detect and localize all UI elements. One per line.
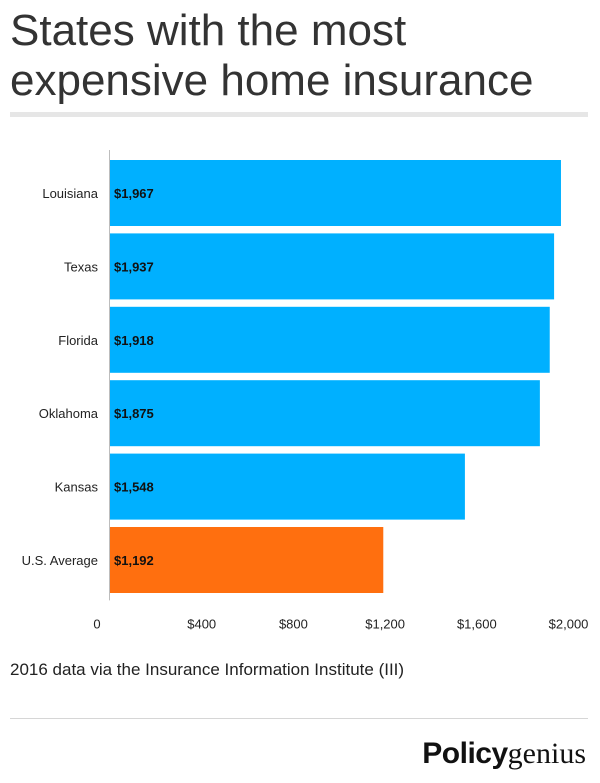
- bar-texas: [110, 233, 555, 300]
- category-label-louisiana: Louisiana: [42, 186, 98, 201]
- logo-part-policy: Policy: [422, 737, 508, 770]
- bar-oklahoma: [110, 380, 540, 447]
- bar-u-s-average: [110, 527, 384, 593]
- category-label-oklahoma: Oklahoma: [39, 406, 99, 421]
- bar-florida: [110, 306, 550, 373]
- value-label-texas: $1,937: [114, 259, 154, 274]
- value-label-oklahoma: $1,875: [114, 406, 154, 421]
- x-tick-label: $1,200: [365, 616, 405, 631]
- category-label-u-s-average: U.S. Average: [22, 553, 98, 568]
- x-tick-label: $2,000: [549, 616, 589, 631]
- chart-title: States with the most expensive home insu…: [10, 6, 534, 105]
- category-label-texas: Texas: [64, 259, 98, 274]
- value-label-kansas: $1,548: [114, 480, 154, 495]
- category-label-kansas: Kansas: [55, 480, 99, 495]
- x-tick-label: $1,600: [457, 616, 497, 631]
- value-label-louisiana: $1,967: [114, 186, 154, 201]
- source-note: 2016 data via the Insurance Information …: [10, 660, 405, 679]
- bar-chart: Louisiana $1,967 Texas $1,937 Florida $1,918 O…: [22, 150, 589, 631]
- footer-divider: [10, 718, 588, 719]
- logo-part-genius: genius: [507, 737, 586, 770]
- title-divider: [10, 112, 588, 117]
- bar-kansas: [110, 453, 465, 520]
- x-tick-label: $800: [279, 616, 308, 631]
- x-tick-label: 0: [93, 616, 100, 631]
- policygenius-logo: Policygenius: [422, 737, 586, 771]
- category-label-florida: Florida: [58, 333, 99, 348]
- value-label-u-s-average: $1,192: [114, 553, 154, 568]
- value-label-florida: $1,918: [114, 333, 154, 348]
- x-tick-label: $400: [187, 616, 216, 631]
- bar-louisiana: [110, 160, 561, 226]
